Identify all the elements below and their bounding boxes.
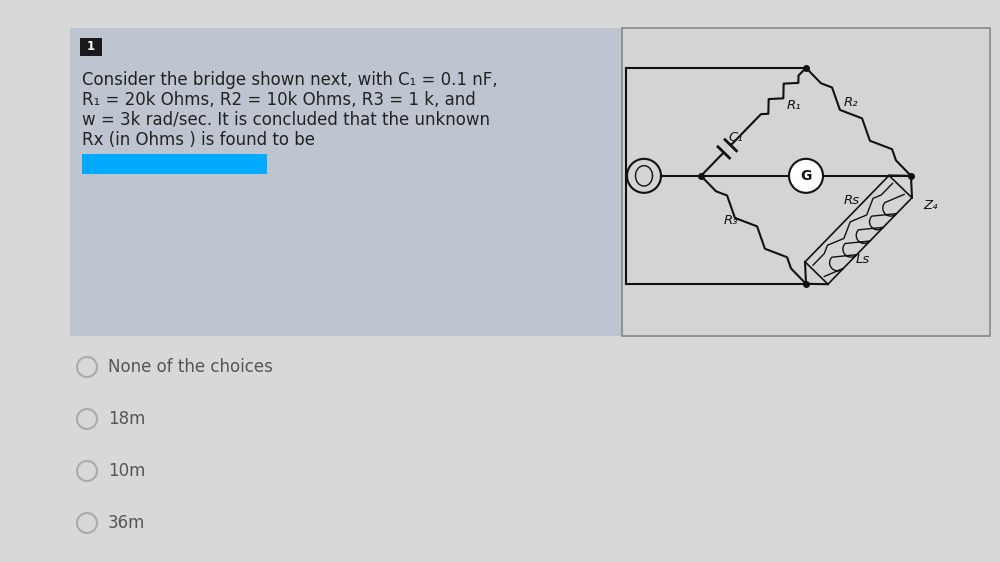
Text: Rs: Rs: [844, 194, 860, 207]
Text: Consider the bridge shown next, with C₁ = 0.1 nF,: Consider the bridge shown next, with C₁ …: [82, 71, 498, 89]
Text: 36m: 36m: [108, 514, 145, 532]
Text: R₂: R₂: [844, 96, 858, 110]
Text: 18m: 18m: [108, 410, 145, 428]
Text: G: G: [800, 169, 812, 183]
Text: None of the choices: None of the choices: [108, 358, 273, 376]
Text: w = 3k rad/sec. It is concluded that the unknown: w = 3k rad/sec. It is concluded that the…: [82, 111, 490, 129]
FancyBboxPatch shape: [622, 28, 990, 336]
Text: C₁: C₁: [729, 132, 743, 144]
FancyBboxPatch shape: [70, 28, 688, 336]
Text: R₁ = 20k Ohms, R2 = 10k Ohms, R3 = 1 k, and: R₁ = 20k Ohms, R2 = 10k Ohms, R3 = 1 k, …: [82, 91, 476, 109]
FancyBboxPatch shape: [80, 38, 102, 56]
Text: 10m: 10m: [108, 462, 145, 480]
Text: Rx (in Ohms ) is found to be: Rx (in Ohms ) is found to be: [82, 131, 315, 149]
Text: Z₄: Z₄: [924, 200, 938, 212]
Text: 1: 1: [87, 40, 95, 53]
Text: R₁: R₁: [787, 99, 801, 112]
Text: R₃: R₃: [724, 214, 738, 228]
Circle shape: [789, 159, 823, 193]
FancyBboxPatch shape: [82, 154, 267, 174]
Text: Ls: Ls: [856, 253, 870, 266]
